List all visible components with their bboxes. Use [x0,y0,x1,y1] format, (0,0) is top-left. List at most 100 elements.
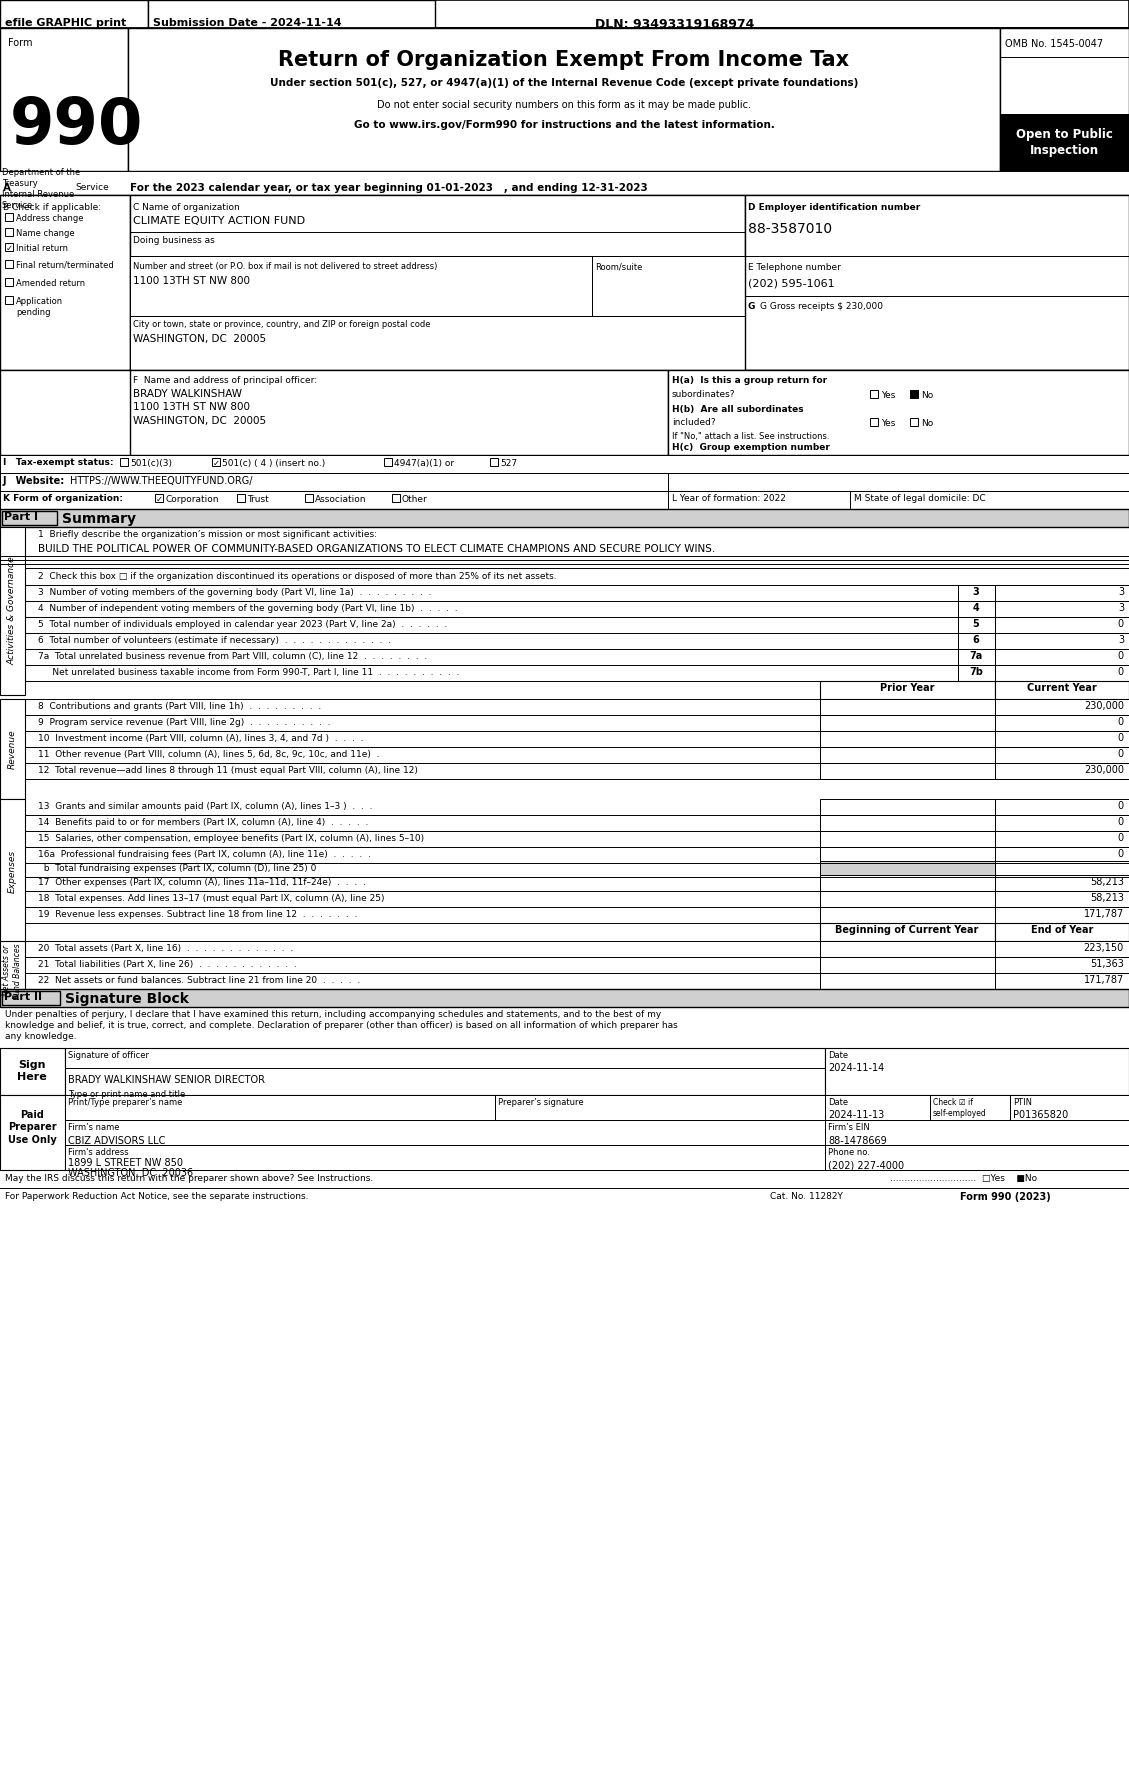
Text: 1100 13TH ST NW 800: 1100 13TH ST NW 800 [133,403,250,411]
Bar [995,862,1129,878]
Bar [745,194,1129,371]
Bar [0,1047,65,1095]
Text: Preparer’s signature: Preparer’s signature [498,1098,584,1107]
Text: HTTPS://WWW.THEEQUITYFUND.ORG/: HTTPS://WWW.THEEQUITYFUND.ORG/ [70,477,253,486]
Bar [995,600,1129,616]
Bar [910,419,918,426]
Text: Phone no.: Phone no. [828,1148,869,1157]
Bar [910,390,918,397]
Bar [959,616,995,632]
Bar [128,28,1000,171]
Text: Current Year: Current Year [1027,683,1097,692]
Bar [820,747,995,763]
Text: 171,787: 171,787 [1084,975,1124,985]
Bar [825,1144,1129,1171]
Bar [820,908,995,924]
Text: 4947(a)(1) or: 4947(a)(1) or [394,459,454,468]
Bar [490,457,498,466]
Bar [995,973,1129,989]
Bar [995,632,1129,648]
Text: WASHINGTON, DC  20036: WASHINGTON, DC 20036 [68,1167,193,1178]
Text: P01365820: P01365820 [1013,1111,1068,1120]
Bar [995,848,1129,864]
Text: Address change: Address change [16,214,84,223]
Bar [65,1047,825,1095]
Text: (202) 595-1061: (202) 595-1061 [749,277,834,288]
Text: H(a)  Is this a group return for: H(a) Is this a group return for [672,376,828,385]
Text: 5: 5 [972,620,979,629]
Bar [0,194,1129,371]
Bar [995,715,1129,731]
Text: May the IRS discuss this return with the preparer shown above? See Instructions.: May the IRS discuss this return with the… [5,1174,374,1183]
Text: 12  Total revenue—add lines 8 through 11 (must equal Part VIII, column (A), line: 12 Total revenue—add lines 8 through 11 … [38,766,418,775]
Text: 230,000: 230,000 [1084,765,1124,775]
Text: 21  Total liabilities (Part X, line 26)  .  .  .  .  .  .  .  .  .  .  .  .: 21 Total liabilities (Part X, line 26) .… [38,961,297,970]
Text: Part II: Part II [5,992,42,1001]
Text: 1  Briefly describe the organization’s mission or most significant activities:: 1 Briefly describe the organization’s mi… [38,530,377,539]
Bar [5,214,14,221]
Bar [995,798,1129,814]
Text: 6  Total number of volunteers (estimate if necessary)  .  .  .  .  .  .  .  .  .: 6 Total number of volunteers (estimate i… [38,636,391,645]
Bar [825,1047,1129,1095]
Text: OMB No. 1545-0047: OMB No. 1545-0047 [1005,39,1103,49]
Text: Amended return: Amended return [16,279,85,288]
Text: 223,150: 223,150 [1084,943,1124,954]
Bar [0,491,1129,509]
Bar [0,171,1129,194]
Text: 15  Salaries, other compensation, employee benefits (Part IX, column (A), lines : 15 Salaries, other compensation, employe… [38,834,425,842]
Bar [820,832,995,848]
Text: 14  Benefits paid to or for members (Part IX, column (A), line 4)  .  .  .  .  .: 14 Benefits paid to or for members (Part… [38,818,368,826]
Text: 171,787: 171,787 [1084,909,1124,918]
Text: Date: Date [828,1051,848,1060]
Text: 2024-11-14: 2024-11-14 [828,1063,884,1074]
Text: Submission Date - 2024-11-14: Submission Date - 2024-11-14 [154,18,342,28]
Text: Number and street (or P.O. box if mail is not delivered to street address): Number and street (or P.O. box if mail i… [133,261,437,270]
Bar [995,616,1129,632]
Bar [995,747,1129,763]
Bar [65,1095,495,1120]
Text: Activities & Governance: Activities & Governance [8,556,17,666]
Text: 22  Net assets or fund balances. Subtract line 21 from line 20  .  .  .  .  .: 22 Net assets or fund balances. Subtract… [38,977,360,985]
Text: 10  Investment income (Part VIII, column (A), lines 3, 4, and 7d )  .  .  .  .: 10 Investment income (Part VIII, column … [38,735,364,743]
Text: H(b)  Are all subordinates: H(b) Are all subordinates [672,404,804,413]
Bar [995,763,1129,779]
Bar [825,1120,1129,1144]
Bar [995,682,1129,699]
Text: 501(c) ( 4 ) (insert no.): 501(c) ( 4 ) (insert no.) [222,459,325,468]
Text: No: No [921,419,934,427]
Text: If "No," attach a list. See instructions.: If "No," attach a list. See instructions… [672,433,830,442]
Text: Paid
Preparer
Use Only: Paid Preparer Use Only [8,1111,56,1144]
Text: K Form of organization:: K Form of organization: [3,494,123,503]
Text: Net Assets or
Fund Balances: Net Assets or Fund Balances [2,943,21,1000]
Text: ✓: ✓ [911,390,918,401]
Bar [0,941,25,1001]
Bar [1010,1095,1129,1120]
Bar [0,0,148,28]
Bar [0,699,25,798]
Text: 0: 0 [1118,749,1124,759]
Text: A: A [3,184,11,192]
Bar [820,798,995,814]
Text: Print/Type preparer’s name: Print/Type preparer’s name [68,1098,183,1107]
Text: 20  Total assets (Part X, line 16)  .  .  .  .  .  .  .  .  .  .  .  .  .: 20 Total assets (Part X, line 16) . . . … [38,945,294,954]
Bar [0,194,130,371]
Text: B Check if applicable:: B Check if applicable: [3,203,102,212]
Text: 0: 0 [1118,802,1124,811]
Text: 3: 3 [1118,602,1124,613]
Text: subordinates?: subordinates? [672,390,735,399]
Bar [995,814,1129,832]
Bar [65,1144,825,1171]
Text: Final return/terminated: Final return/terminated [16,261,114,270]
Text: Corporation: Corporation [165,494,219,503]
Text: Net unrelated business taxable income from Form 990-T, Part I, line 11  .  .  . : Net unrelated business taxable income fr… [38,668,460,676]
Bar [305,494,313,502]
Bar [2,991,60,1005]
Text: 1899 L STREET NW 850: 1899 L STREET NW 850 [68,1158,183,1167]
Text: 2  Check this box □ if the organization discontinued its operations or disposed : 2 Check this box □ if the organization d… [38,572,557,581]
Text: WASHINGTON, DC  20005: WASHINGTON, DC 20005 [133,417,266,426]
Bar [820,957,995,973]
Text: ✓: ✓ [156,494,163,503]
Text: H(c)  Group exemption number: H(c) Group exemption number [672,443,830,452]
Text: 9  Program service revenue (Part VIII, line 2g)  .  .  .  .  .  .  .  .  .  .: 9 Program service revenue (Part VIII, li… [38,719,331,728]
Text: 88-3587010: 88-3587010 [749,223,832,237]
